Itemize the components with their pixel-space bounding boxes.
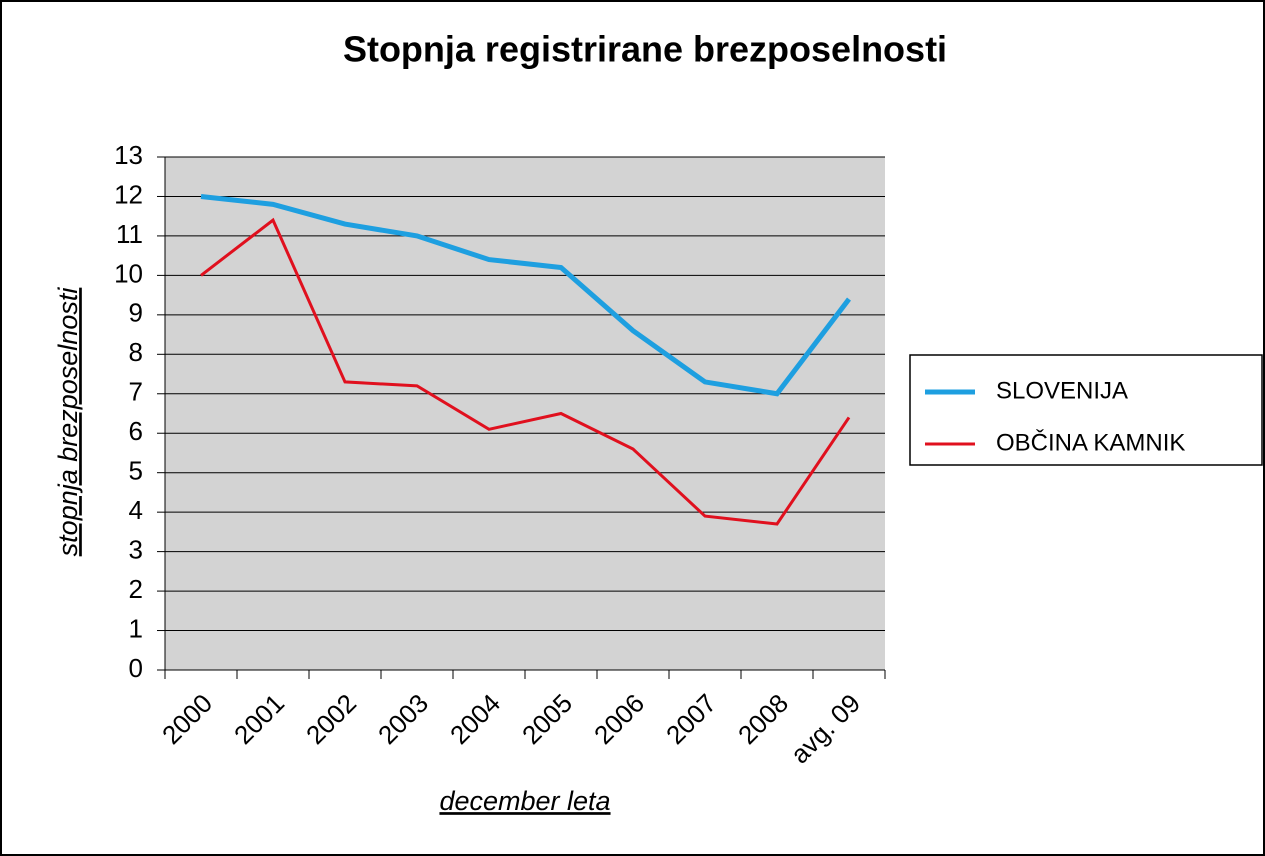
x-axis-label: december leta [439,786,610,816]
y-tick-label: 10 [114,258,143,288]
line-series [200,193,851,397]
y-tick-label: 2 [129,574,143,604]
plot-area [165,157,885,670]
y-tick-label: 4 [129,495,143,525]
y-tick-label: 9 [129,298,143,328]
y-tick-label: 13 [114,140,143,170]
y-tick-label: 8 [129,337,143,367]
line-series [200,217,851,526]
legend-label: SLOVENIJA [996,377,1128,404]
legend-label: OBČINA KAMNIK [996,428,1185,456]
y-tick-label: 1 [129,613,143,643]
y-axis-label: stopnja brezposelnosti [53,287,83,557]
y-tick-label: 0 [129,653,143,683]
y-tick-label: 11 [116,219,143,249]
y-tick-label: 7 [129,377,143,407]
y-tick-label: 5 [129,456,143,486]
y-tick-label: 6 [129,416,143,446]
chart-title: Stopnja registrirane brezposelnosti [343,29,947,70]
y-tick-label: 3 [129,534,143,564]
legend-box [909,354,1263,466]
y-tick-label: 12 [114,179,143,209]
